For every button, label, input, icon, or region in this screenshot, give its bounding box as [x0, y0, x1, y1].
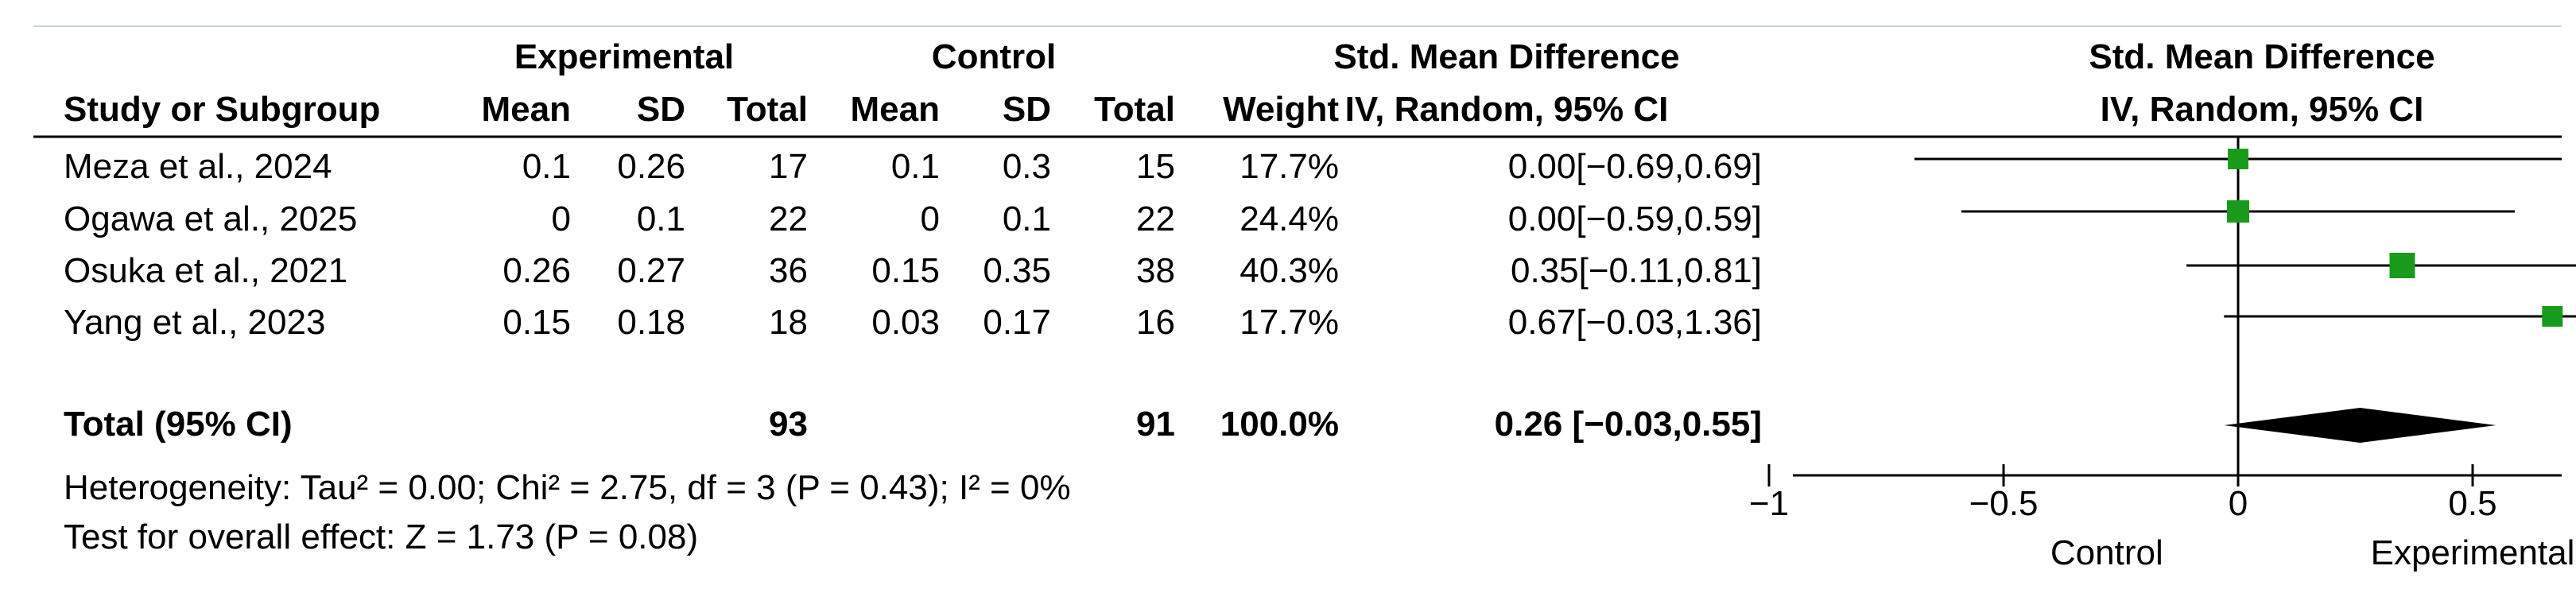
study-name: Yang et al., 2023: [64, 303, 325, 342]
top-rule: [33, 25, 2562, 27]
exp-mean: 0.26: [502, 251, 571, 290]
ctrl-mean: 0.15: [871, 251, 940, 290]
favours-control-label: Control: [2050, 533, 2163, 572]
total-label: Total (95% CI): [64, 405, 293, 444]
pooled-diamond: [2224, 408, 2496, 443]
col-study: Study or Subgroup: [64, 90, 380, 129]
study-name: Ogawa et al., 2025: [64, 200, 357, 238]
study-name: Osuka et al., 2021: [64, 251, 347, 290]
col-exp-total: Total: [727, 90, 808, 129]
total-ctrl: 91: [1136, 405, 1175, 444]
ci-value: 0.35[−0.11,0.81]: [1511, 251, 1762, 290]
weight: 24.4%: [1240, 200, 1339, 238]
exp-sd: 0.27: [617, 251, 685, 290]
ci-value: 0.00[−0.59,0.59]: [1508, 200, 1762, 238]
effect-square: [2389, 253, 2415, 278]
exp-mean: 0.15: [502, 303, 571, 342]
header-control: Control: [932, 37, 1056, 76]
effect-square: [2226, 200, 2250, 223]
exp-total: 18: [769, 303, 808, 342]
favours-experimental-label: Experimental: [2371, 533, 2575, 572]
ctrl-sd: 0.35: [983, 251, 1051, 290]
exp-mean: 0.1: [522, 147, 571, 186]
ctrl-mean: 0.1: [891, 147, 940, 186]
exp-total: 17: [769, 147, 808, 186]
weight: 17.7%: [1240, 303, 1339, 342]
x-tick-label: −1: [1749, 484, 1789, 523]
ctrl-sd: 0.1: [1003, 200, 1051, 238]
plot-title: Std. Mean Difference: [2089, 37, 2434, 76]
total-row: Total (95% CI) 93 91 100.0% 0.26 [−0.03,…: [64, 405, 1762, 444]
col-ci: IV, Random, 95% CI: [1345, 90, 1669, 129]
ctrl-sd: 0.17: [983, 303, 1051, 342]
exp-sd: 0.26: [617, 147, 685, 186]
table-row: Meza et al., 2024 0.1 0.26 17 0.1 0.3 15…: [64, 147, 1762, 186]
x-tick-label: 0: [2229, 484, 2248, 523]
overall-effect-text: Test for overall effect: Z = 1.73 (P = 0…: [64, 517, 698, 556]
ctrl-total: 22: [1136, 200, 1175, 238]
header-smd: Std. Mean Difference: [1333, 37, 1679, 76]
col-exp-mean: Mean: [482, 90, 571, 129]
ctrl-total: 38: [1136, 251, 1175, 290]
study-name: Meza et al., 2024: [64, 147, 332, 186]
col-ctrl-total: Total: [1094, 90, 1175, 129]
col-ctrl-sd: SD: [1003, 90, 1051, 129]
x-tick-label: −0.5: [1969, 484, 2039, 523]
col-ctrl-mean: Mean: [851, 90, 940, 129]
exp-sd: 0.1: [637, 200, 685, 238]
ctrl-total: 16: [1136, 303, 1175, 342]
ctrl-total: 15: [1136, 147, 1175, 186]
exp-mean: 0: [552, 200, 571, 238]
ctrl-mean: 0.03: [871, 303, 940, 342]
ci-value: 0.00[−0.69,0.69]: [1508, 147, 1762, 186]
effect-square: [2228, 149, 2248, 169]
weight: 40.3%: [1240, 251, 1339, 290]
forest-plot-area: −1−0.500.51ControlExperimental: [1749, 137, 2576, 572]
header-experimental: Experimental: [514, 37, 734, 76]
total-weight: 100.0%: [1220, 405, 1339, 444]
exp-sd: 0.18: [617, 303, 685, 342]
ci-value: 0.67[−0.03,1.36]: [1508, 303, 1762, 342]
weight: 17.7%: [1240, 147, 1339, 186]
table-row: Osuka et al., 2021 0.26 0.27 36 0.15 0.3…: [64, 251, 1762, 290]
total-exp: 93: [769, 405, 808, 444]
exp-total: 36: [769, 251, 808, 290]
heterogeneity-text: Heterogeneity: Tau² = 0.00; Chi² = 2.75,…: [64, 468, 1071, 507]
table-row: Ogawa et al., 2025 0 0.1 22 0 0.1 22 24.…: [64, 200, 1762, 238]
col-exp-sd: SD: [637, 90, 685, 129]
x-tick-label: 0.5: [2448, 484, 2496, 523]
effect-square: [2542, 306, 2563, 327]
total-ci: 0.26 [−0.03,0.55]: [1495, 405, 1762, 444]
col-weight: Weight: [1223, 90, 1339, 129]
exp-total: 22: [769, 200, 808, 238]
table-row: Yang et al., 2023 0.15 0.18 18 0.03 0.17…: [64, 303, 1762, 342]
plot-subtitle: IV, Random, 95% CI: [2101, 90, 2424, 129]
ctrl-sd: 0.3: [1003, 147, 1051, 186]
ctrl-mean: 0: [921, 200, 940, 238]
